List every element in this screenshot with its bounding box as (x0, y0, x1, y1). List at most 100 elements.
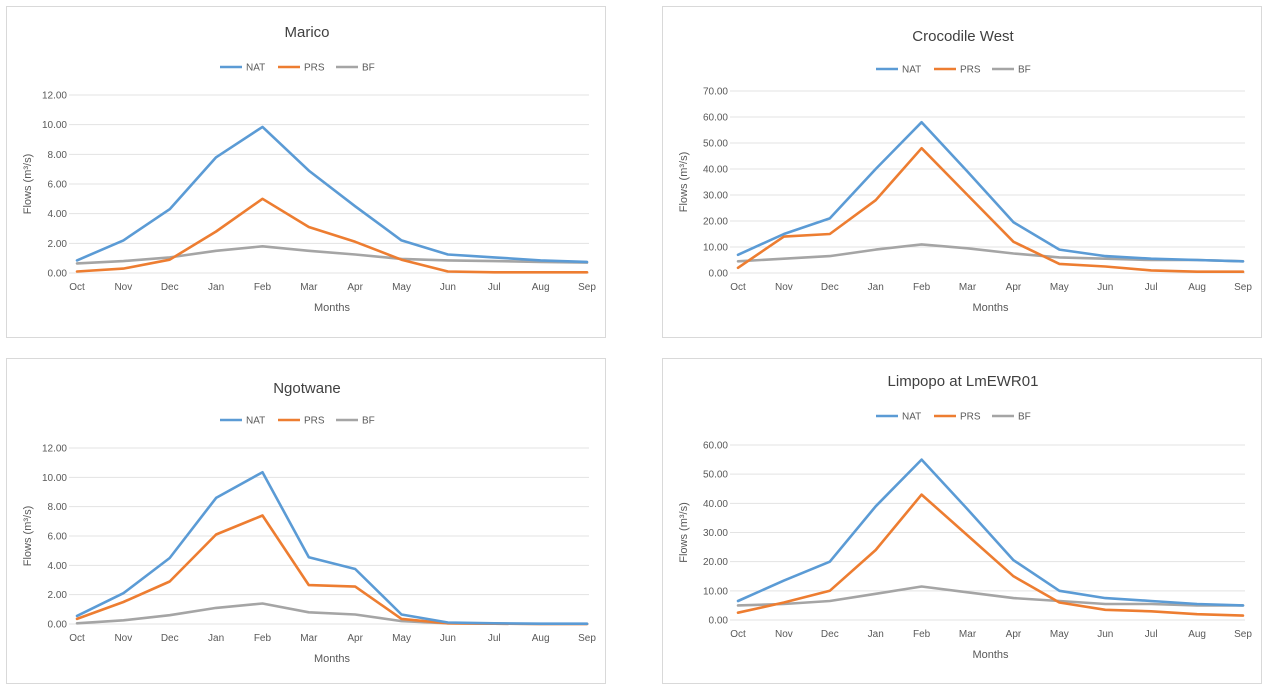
x-tick-label: Dec (821, 282, 839, 293)
x-tick-label: Apr (347, 633, 363, 644)
legend-label-prs: PRS (304, 416, 325, 427)
y-tick-label: 0.00 (48, 620, 68, 631)
y-tick-label: 2.00 (48, 239, 68, 250)
x-tick-label: Jul (488, 282, 501, 293)
chart-title: Crocodile West (912, 28, 1014, 45)
x-tick-label: Jun (440, 282, 456, 293)
x-tick-label: Oct (69, 633, 85, 644)
x-tick-label: Feb (254, 633, 272, 644)
y-tick-label: 0.00 (709, 269, 729, 280)
x-tick-label: Feb (254, 282, 272, 293)
chart-panel-marico: Marico NAT PRS BF 0.00 2.00 4.00 6.00 8.00 10.00 1… (6, 6, 606, 338)
y-tick-label: 30.00 (703, 528, 728, 539)
x-tick-label: Sep (1234, 282, 1252, 293)
series-line-nat (736, 458, 1245, 607)
x-tick-label: Aug (1188, 629, 1206, 640)
x-tick-label: Jan (868, 282, 884, 293)
x-tick-label: Aug (532, 633, 550, 644)
series-line-nat (75, 125, 589, 264)
series-line-bf (736, 585, 1245, 607)
x-tick-label: Nov (775, 629, 793, 640)
x-tick-label: Sep (578, 282, 596, 293)
x-tick-label: Nov (114, 633, 132, 644)
y-tick-label: 50.00 (703, 139, 728, 150)
chart-title: Ngotwane (273, 380, 341, 397)
x-tick-label: Jan (868, 629, 884, 640)
y-tick-label: 20.00 (703, 557, 728, 568)
y-tick-label: 60.00 (703, 441, 728, 452)
legend-label-prs: PRS (960, 65, 981, 76)
x-tick-label: Dec (161, 633, 179, 644)
x-tick-label: Feb (913, 282, 931, 293)
chart-svg: Limpopo at LmEWR01 NAT PRS BF 0.00 10.00 20.00… (678, 373, 1252, 661)
series-line-nat (736, 120, 1245, 263)
x-tick-label: Jun (1097, 629, 1113, 640)
y-axis-label: Flows (m³/s) (22, 154, 34, 215)
x-tick-label: Jun (1097, 282, 1113, 293)
chart-panel-ngotwane: Ngotwane NAT PRS BF 0.00 2.00 4.00 6.00 8.00 10.0… (6, 358, 606, 684)
legend-label-bf: BF (1018, 65, 1031, 76)
y-tick-label: 50.00 (703, 470, 728, 481)
x-tick-label: Dec (821, 629, 839, 640)
legend-label-nat: NAT (902, 65, 921, 76)
x-tick-label: May (392, 633, 411, 644)
y-tick-label: 30.00 (703, 191, 728, 202)
y-tick-label: 0.00 (48, 269, 68, 280)
x-tick-label: Apr (347, 282, 363, 293)
x-tick-label: May (1050, 282, 1069, 293)
y-tick-label: 12.00 (42, 91, 67, 102)
legend-label-bf: BF (362, 63, 375, 74)
y-tick-label: 10.00 (703, 586, 728, 597)
y-tick-label: 4.00 (48, 209, 68, 220)
x-tick-label: Mar (300, 633, 318, 644)
chart-title: Limpopo at LmEWR01 (888, 373, 1039, 390)
x-axis-label: Months (972, 302, 1009, 314)
y-tick-label: 10.00 (42, 120, 67, 131)
y-axis-label: Flows (m³/s) (678, 502, 690, 563)
x-tick-label: Jun (440, 633, 456, 644)
series-line-prs (736, 146, 1245, 274)
x-axis-label: Months (972, 649, 1009, 661)
legend-label-nat: NAT (246, 63, 265, 74)
x-tick-label: Jul (488, 633, 501, 644)
y-tick-label: 10.00 (42, 473, 67, 484)
x-tick-label: Oct (730, 282, 746, 293)
series-line-nat (75, 470, 589, 626)
x-tick-label: Mar (959, 282, 977, 293)
series-line-bf (75, 602, 589, 626)
x-tick-label: Feb (913, 629, 931, 640)
chart-panel-crocodile-west: Crocodile West NAT PRS BF 0.00 10.00 20.00 30.0… (662, 6, 1262, 338)
y-tick-label: 40.00 (703, 499, 728, 510)
x-tick-label: Sep (578, 633, 596, 644)
x-tick-label: Dec (161, 282, 179, 293)
legend-label-bf: BF (1018, 412, 1031, 423)
x-tick-label: Sep (1234, 629, 1252, 640)
y-tick-label: 40.00 (703, 165, 728, 176)
y-tick-label: 8.00 (48, 502, 68, 513)
x-tick-label: Apr (1006, 629, 1022, 640)
x-tick-label: Nov (114, 282, 132, 293)
series-line-prs (75, 197, 589, 274)
y-tick-label: 6.00 (48, 180, 68, 191)
legend-label-prs: PRS (960, 412, 981, 423)
x-tick-label: Nov (775, 282, 793, 293)
legend-label-prs: PRS (304, 63, 325, 74)
x-tick-label: Aug (1188, 282, 1206, 293)
x-tick-label: Oct (730, 629, 746, 640)
y-tick-label: 8.00 (48, 150, 68, 161)
y-axis-label: Flows (m³/s) (678, 152, 690, 213)
y-tick-label: 60.00 (703, 113, 728, 124)
series-line-prs (736, 493, 1245, 617)
x-tick-label: May (1050, 629, 1069, 640)
y-tick-label: 10.00 (703, 243, 728, 254)
x-tick-label: Oct (69, 282, 85, 293)
x-tick-label: Mar (959, 629, 977, 640)
y-axis-label: Flows (m³/s) (22, 506, 34, 567)
x-tick-label: Mar (300, 282, 318, 293)
x-tick-label: Jan (208, 282, 224, 293)
y-tick-label: 70.00 (703, 87, 728, 98)
y-tick-label: 20.00 (703, 217, 728, 228)
chart-svg: Ngotwane NAT PRS BF 0.00 2.00 4.00 6.00 8.00 10.0… (22, 380, 596, 665)
x-tick-label: May (392, 282, 411, 293)
x-tick-label: Jul (1145, 629, 1158, 640)
